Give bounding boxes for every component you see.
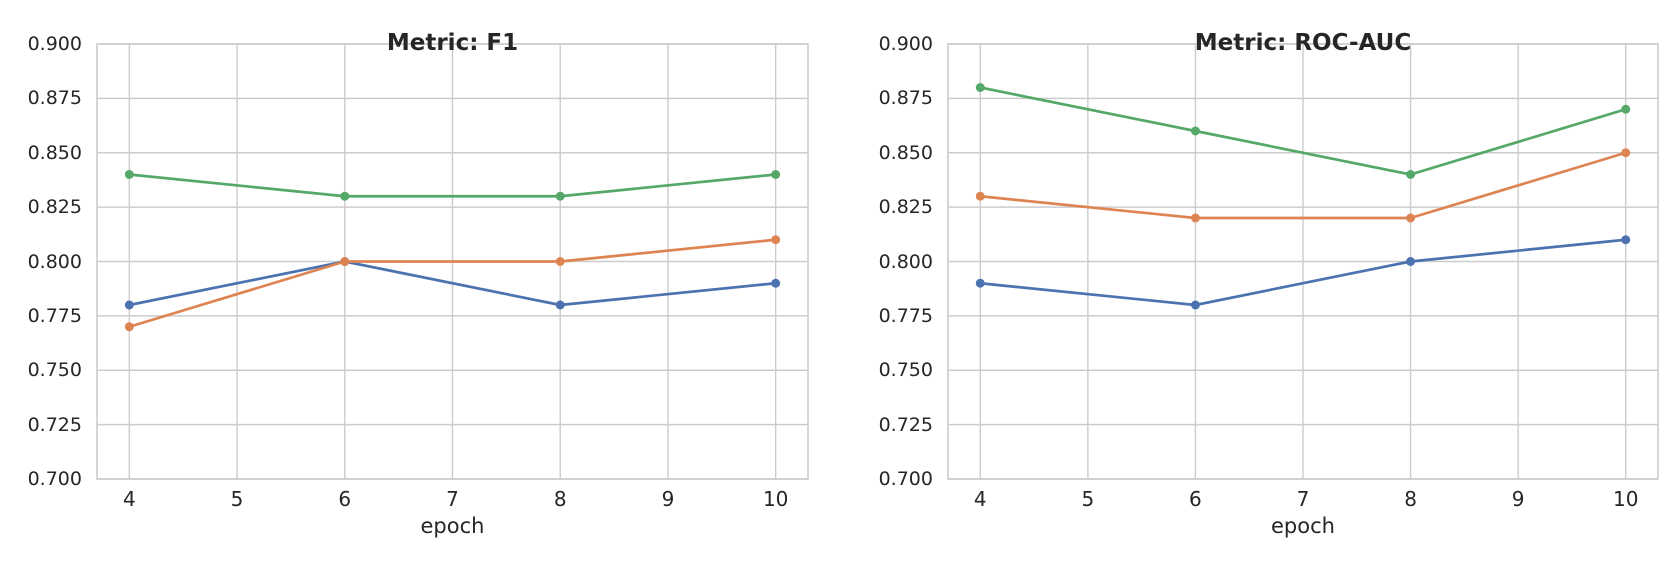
series-marker-1 — [1621, 148, 1631, 158]
axes-spines — [947, 43, 1659, 480]
series-line-2 — [978, 86, 1628, 176]
plot-area-roc-auc — [947, 43, 1659, 480]
chart-title-roc-auc: Metric: ROC-AUC — [1194, 30, 1412, 57]
series-marker-0 — [771, 278, 781, 288]
series-marker-0 — [1406, 257, 1416, 266]
series-marker-0 — [1621, 235, 1631, 245]
x-tick-label: 10 — [762, 487, 789, 511]
series-marker-2 — [555, 191, 565, 201]
axes-spines — [96, 43, 809, 480]
y-tick-label: 0.800 — [878, 250, 933, 273]
y-tick-label: 0.850 — [27, 141, 82, 164]
y-tick-label: 0.750 — [878, 359, 933, 382]
x-tick-label: 5 — [230, 487, 244, 511]
y-tick-label: 0.750 — [27, 359, 82, 382]
series-line-0 — [978, 238, 1628, 307]
series-line-0 — [127, 260, 778, 307]
y-tick-label: 0.700 — [27, 468, 82, 490]
series-marker-1 — [124, 322, 134, 332]
x-tick-label: 8 — [1404, 487, 1417, 511]
y-tick-label: 0.775 — [878, 304, 933, 327]
series-marker-2 — [771, 170, 781, 179]
x-tick-label: 6 — [1189, 487, 1202, 511]
y-tick-label: 0.800 — [27, 250, 82, 273]
y-tick-label: 0.850 — [878, 141, 933, 164]
series-line-2 — [127, 173, 778, 198]
series-marker-1 — [1406, 213, 1416, 223]
x-tick-label: 4 — [122, 487, 136, 511]
series-marker-2 — [975, 83, 985, 92]
series-line-1 — [127, 238, 778, 329]
series-marker-2 — [1190, 126, 1200, 136]
x-axis-label-f1: epoch — [420, 514, 485, 538]
series-marker-0 — [975, 278, 985, 288]
plot-area-f1 — [96, 43, 809, 480]
series-marker-2 — [124, 170, 134, 179]
x-tick-label: 5 — [1081, 487, 1095, 511]
x-axis-label-roc-auc: epoch — [1271, 514, 1335, 538]
chart-panel-f1: Metric: F1 epoch 0.700 0.725 0.750 0.775 0.8… — [0, 0, 836, 565]
series-line-1 — [978, 151, 1628, 220]
y-tick-label: 0.700 — [878, 468, 933, 490]
x-tick-label: 7 — [446, 487, 459, 511]
series-marker-0 — [1190, 300, 1200, 310]
x-tick-label: 10 — [1612, 487, 1639, 511]
y-tick-label: 0.825 — [27, 196, 82, 219]
series-marker-2 — [1621, 104, 1631, 114]
series-marker-0 — [555, 300, 565, 310]
y-tick-label: 0.875 — [27, 87, 82, 110]
series-marker-2 — [340, 191, 350, 201]
x-tick-label: 8 — [553, 487, 567, 511]
x-tick-label: 9 — [661, 487, 675, 511]
chart-panel-roc-auc: Metric: ROC-AUC epoch 0.700 0.725 0.750 0.7… — [837, 0, 1673, 565]
y-tick-label: 0.900 — [27, 33, 82, 55]
y-tick-label: 0.725 — [27, 413, 82, 436]
y-tick-label: 0.775 — [27, 304, 82, 327]
series-marker-1 — [975, 191, 985, 201]
y-tick-label: 0.825 — [878, 196, 933, 219]
series-marker-1 — [340, 257, 350, 266]
x-tick-label: 4 — [973, 487, 987, 511]
series-marker-2 — [1406, 170, 1416, 179]
series-marker-1 — [771, 235, 781, 245]
x-tick-label: 6 — [338, 487, 352, 511]
y-tick-label: 0.725 — [878, 413, 933, 436]
x-tick-label: 9 — [1511, 487, 1525, 511]
series-marker-0 — [124, 300, 134, 310]
series-marker-1 — [1190, 213, 1200, 223]
chart-title-f1: Metric: F1 — [386, 30, 519, 57]
y-tick-label: 0.875 — [878, 87, 933, 110]
x-tick-label: 7 — [1296, 487, 1310, 511]
series-marker-1 — [555, 257, 565, 266]
y-tick-label: 0.900 — [878, 33, 933, 55]
